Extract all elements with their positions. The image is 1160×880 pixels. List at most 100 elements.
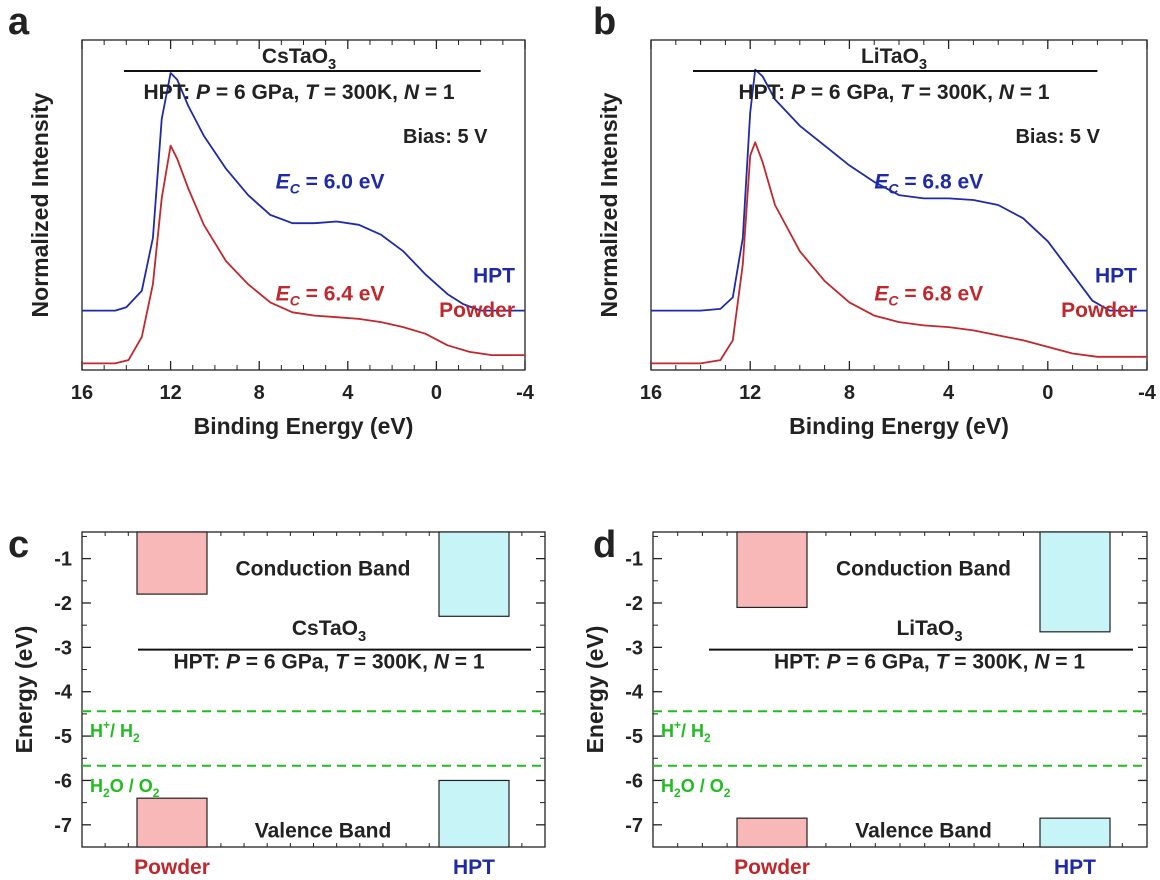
series-line-hpt [651, 68, 1147, 312]
ec-symbol: E [874, 171, 889, 194]
redox-text: H [90, 721, 103, 741]
ec-subscript: C [888, 293, 899, 309]
subscript: 2 [704, 731, 711, 745]
subtitle-prefix: HPT: [774, 651, 827, 674]
redox-level-label: H2O / O2 [661, 776, 731, 800]
series-label-hpt: HPT [1095, 265, 1137, 288]
formula-text: CsTaO [262, 45, 328, 68]
subtitle-symbol: P [196, 81, 211, 104]
y-tick-label: -1 [625, 549, 643, 571]
x-tick-label: -4 [1138, 382, 1157, 404]
valence-band-label: Valence Band [255, 819, 392, 842]
subtitle-symbol: N [434, 651, 450, 674]
superscript: + [103, 718, 110, 732]
panel-letter: c [8, 524, 29, 566]
valence-band-label: Valence Band [855, 819, 992, 842]
x-axis-label: Binding Energy (eV) [194, 413, 414, 439]
series-line-powder [82, 144, 525, 365]
subtitle-symbol: N [999, 81, 1015, 104]
ec-value: = 6.8 eV [899, 283, 984, 306]
subtitle-value: = 6 GPa, [210, 81, 305, 104]
subtitle-value: = 6 GPa, [840, 651, 935, 674]
ec-subscript: C [290, 181, 301, 197]
subtitle-value: = 1 [419, 81, 455, 104]
ec-symbol: E [276, 283, 291, 306]
bias-label: Bias: 5 V [403, 126, 488, 148]
y-tick-label: -4 [54, 682, 73, 704]
redox-text: O / O [681, 776, 724, 796]
y-tick-label: -5 [625, 726, 643, 748]
subtitle-symbol: P [226, 651, 241, 674]
subtitle-symbol: T [900, 81, 915, 104]
y-tick-label: -1 [54, 549, 72, 571]
subtitle-symbol: P [826, 651, 841, 674]
valence-band-box-powder [136, 797, 208, 848]
chart-subtitle-a: HPT: P = 6 GPa, T = 300K, N = 1 [144, 81, 455, 104]
x-axis-label: Binding Energy (eV) [789, 413, 1009, 439]
ec-value: = 6.4 eV [300, 283, 385, 306]
y-tick-label: -6 [54, 770, 72, 792]
subtitle-value: = 300K, [948, 651, 1034, 674]
chart-title-a: CsTaO3 [262, 45, 336, 73]
x-tick-label: 8 [844, 382, 855, 404]
conduction-band-box-hpt [1039, 531, 1111, 633]
redox-text: H [90, 776, 103, 796]
subscript: 2 [103, 786, 110, 800]
subscript: 3 [954, 629, 962, 645]
ec-symbol: E [276, 171, 291, 194]
subtitle-symbol: N [404, 81, 420, 104]
redox-text: H [661, 721, 674, 741]
chart-title-b: LiTaO3 [861, 45, 927, 73]
ec-subscript: C [888, 181, 899, 197]
superscript: + [674, 718, 681, 732]
subscript: 2 [153, 786, 160, 800]
y-axis-label: Energy (eV) [11, 626, 37, 754]
redox-text: / H [681, 721, 704, 741]
valence-band-box-hpt [438, 779, 510, 848]
redox-level-label: H+/ H2 [661, 718, 711, 745]
x-tick-label: 0 [1042, 382, 1053, 404]
x-tick-label: 0 [431, 382, 442, 404]
x-tick-label: -4 [516, 382, 535, 404]
y-tick-label: -6 [625, 770, 643, 792]
valence-band-box-powder [736, 817, 808, 848]
panel-letter: b [593, 1, 616, 43]
subtitle-symbol: T [936, 651, 951, 674]
ec-subscript: C [290, 293, 301, 309]
y-tick-label: -2 [625, 593, 643, 615]
category-label-hpt: HPT [1054, 856, 1096, 879]
bias-label: Bias: 5 V [1015, 126, 1100, 148]
y-axis-label: Normalized Intensity [27, 92, 53, 317]
subscript: 3 [328, 57, 336, 73]
chart-title-c: CsTaO3 [292, 617, 366, 645]
x-tick-label: 12 [739, 382, 761, 404]
conduction-band-box-powder [736, 531, 808, 609]
subscript: 2 [724, 786, 731, 800]
y-tick-label: -5 [54, 726, 72, 748]
subtitle-value: = 300K, [348, 651, 434, 674]
series-label-powder: Powder [439, 299, 515, 322]
y-tick-label: -4 [625, 682, 644, 704]
subscript: 2 [674, 786, 681, 800]
subtitle-symbol: N [1034, 651, 1050, 674]
conduction-band-label: Conduction Band [836, 557, 1011, 580]
subtitle-symbol: T [335, 651, 350, 674]
y-tick-label: -3 [625, 637, 643, 659]
conduction-band-box-powder [136, 531, 208, 595]
chart-subtitle-b: HPT: P = 6 GPa, T = 300K, N = 1 [738, 81, 1049, 104]
subtitle-prefix: HPT: [173, 651, 226, 674]
x-tick-label: 16 [640, 382, 662, 404]
subscript: 3 [358, 629, 366, 645]
series-line-hpt [82, 72, 525, 312]
subtitle-value: = 1 [449, 651, 485, 674]
chart-title-d: LiTaO3 [896, 617, 962, 645]
chart-subtitle-d: HPT: P = 6 GPa, T = 300K, N = 1 [774, 651, 1085, 674]
subscript: 3 [919, 57, 927, 73]
y-axis-label: Normalized Intensity [596, 92, 622, 317]
subscript: 2 [133, 731, 140, 745]
ec-label-powder: EC = 6.8 eV [874, 283, 983, 309]
subtitle-value: = 6 GPa, [805, 81, 900, 104]
y-tick-label: -2 [54, 593, 72, 615]
y-axis-label: Energy (eV) [582, 626, 608, 754]
